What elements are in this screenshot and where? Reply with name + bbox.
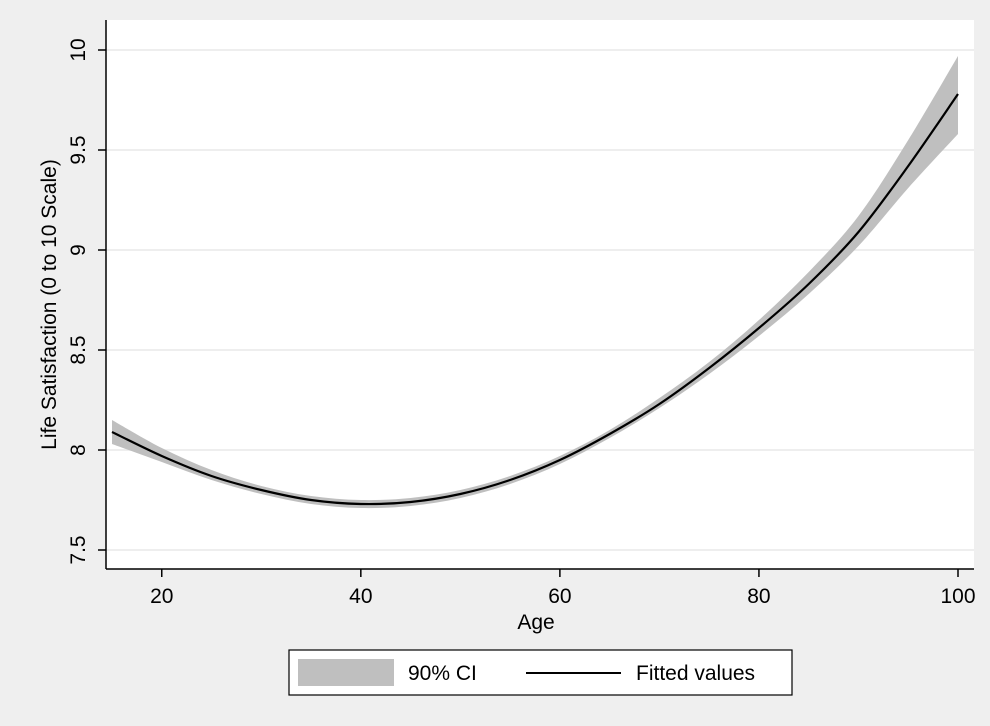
x-tick-label: 40 bbox=[349, 585, 372, 608]
fitted-line bbox=[111, 93, 959, 506]
y-tick-label: 10 bbox=[67, 38, 90, 61]
gridlines bbox=[106, 49, 974, 551]
x-tick-label: 60 bbox=[548, 585, 571, 608]
y-axis-title: Life Satisfaction (0 to 10 Scale) bbox=[38, 159, 61, 450]
y-tick-label: 9 bbox=[67, 244, 90, 256]
y-tick-label: 9.5 bbox=[67, 135, 90, 164]
legend: 90% CI Fitted values bbox=[288, 649, 793, 696]
legend-ci-label: 90% CI bbox=[408, 662, 477, 685]
axes: 20 40 60 80 100 7.5 8 8.5 9 9.5 10 bbox=[67, 20, 976, 608]
y-tick-label: 7.5 bbox=[67, 535, 90, 564]
fitted-line-layer bbox=[111, 93, 959, 506]
y-tick-label: 8 bbox=[67, 444, 90, 456]
x-axis-title: Age bbox=[517, 611, 554, 634]
legend-fitted-label: Fitted values bbox=[636, 662, 755, 685]
x-tick-label: 80 bbox=[747, 585, 770, 608]
legend-ci-swatch bbox=[298, 659, 394, 686]
x-tick-label: 20 bbox=[150, 585, 173, 608]
y-tick-label: 8.5 bbox=[67, 335, 90, 364]
x-tick-label: 100 bbox=[940, 585, 975, 608]
plot-area bbox=[106, 20, 974, 569]
